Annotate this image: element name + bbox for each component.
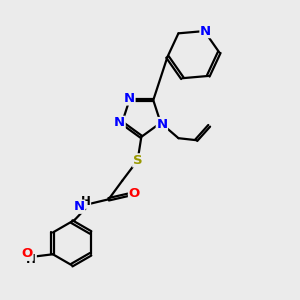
Text: O: O xyxy=(128,187,140,200)
Text: H: H xyxy=(26,253,36,266)
Text: S: S xyxy=(133,154,142,167)
Text: N: N xyxy=(114,116,125,129)
Text: N: N xyxy=(200,25,211,38)
Text: N: N xyxy=(124,92,135,105)
Text: N: N xyxy=(156,118,167,130)
Text: H: H xyxy=(81,195,91,208)
Text: N: N xyxy=(74,200,85,213)
Text: O: O xyxy=(22,247,33,260)
